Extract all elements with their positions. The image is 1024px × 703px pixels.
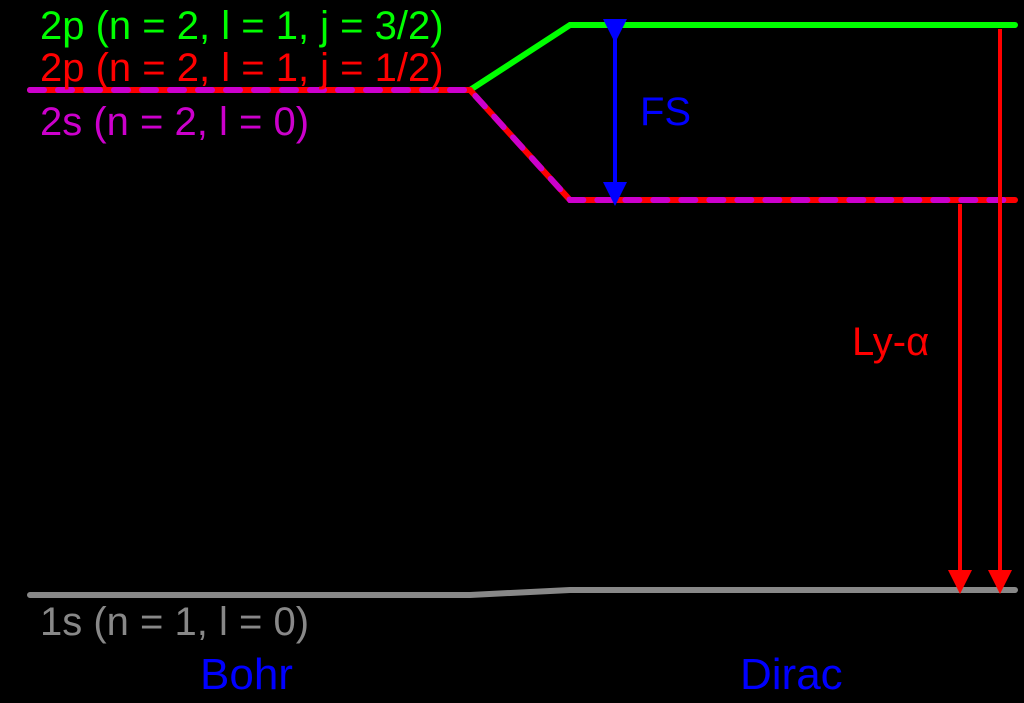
label-2s: 2s (n = 2, l = 0) [40,100,309,145]
label-2p32: 2p (n = 2, l = 1, j = 3/2) [40,4,444,49]
label-lyman-alpha: Ly-α [852,320,929,365]
label-2p12: 2p (n = 2, l = 1, j = 1/2) [40,46,444,91]
label-dirac: Dirac [740,650,843,700]
label-bohr: Bohr [200,650,293,700]
label-fine-structure: FS [640,90,691,135]
label-1s: 1s (n = 1, l = 0) [40,600,309,645]
